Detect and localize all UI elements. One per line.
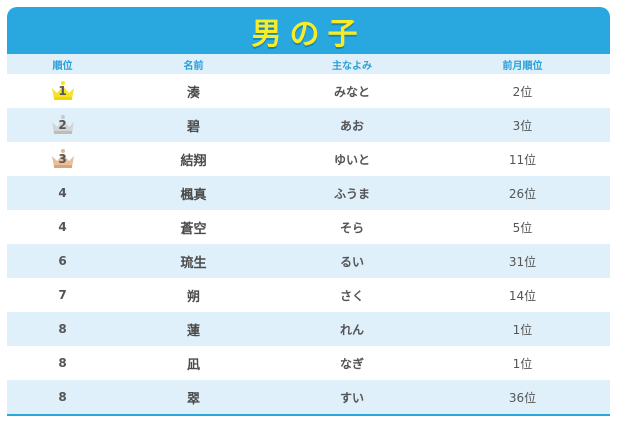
- reading-cell: れん: [339, 322, 364, 337]
- prev-rank-cell: 2位: [512, 84, 533, 99]
- header-reading: 主なよみ: [332, 60, 372, 72]
- table-row: 2 碧 あお 3位: [7, 108, 610, 142]
- name-cell: 凪: [186, 357, 200, 373]
- prev-rank-cell: 5位: [512, 220, 533, 235]
- name-cell: 朔: [186, 289, 200, 305]
- table-row: 8 蓮 れん 1位: [7, 312, 610, 346]
- reading-cell: すい: [339, 390, 364, 405]
- table-row: 6 琉生 るい 31位: [7, 244, 610, 278]
- ranking-card: 男の子 順位 名前 主なよみ 前月順位 1 湊 みなと 2位: [7, 7, 610, 416]
- table-row: 7 朔 さく 14位: [7, 278, 610, 312]
- header-rank: 順位: [52, 60, 73, 72]
- prev-rank-cell: 1位: [512, 356, 533, 371]
- prev-rank-cell: 1位: [512, 322, 533, 337]
- rank-cell: 8: [58, 356, 67, 370]
- rank-number: 1: [58, 84, 67, 98]
- rank-cell: 4: [58, 220, 67, 234]
- name-cell: 碧: [186, 119, 200, 135]
- silver-crown-icon: 2: [50, 114, 76, 136]
- name-cell: 湊: [186, 85, 200, 101]
- reading-cell: るい: [339, 254, 364, 269]
- table-row: 1 湊 みなと 2位: [7, 74, 610, 108]
- table-row: 8 凪 なぎ 1位: [7, 346, 610, 380]
- table-header: 順位 名前 主なよみ 前月順位: [7, 54, 610, 74]
- name-cell: 翠: [186, 391, 200, 407]
- prev-rank-cell: 11位: [508, 152, 537, 167]
- name-cell: 蒼空: [180, 221, 207, 237]
- prev-rank-cell: 26位: [508, 186, 537, 201]
- prev-rank-cell: 31位: [508, 254, 537, 269]
- rank-cell: 4: [58, 186, 67, 200]
- name-cell: 楓真: [180, 187, 207, 203]
- page-title: 男の子: [251, 16, 366, 52]
- rank-number: 3: [58, 152, 67, 166]
- rank-number: 2: [58, 118, 67, 132]
- prev-rank-cell: 14位: [508, 288, 537, 303]
- table-row: 4 楓真 ふうま 26位: [7, 176, 610, 210]
- rank-cell: 6: [58, 254, 67, 268]
- table-row: 4 蒼空 そら 5位: [7, 210, 610, 244]
- rank-cell: 8: [58, 390, 67, 404]
- prev-rank-cell: 3位: [512, 118, 533, 133]
- rank-cell: 7: [58, 288, 67, 302]
- rank-cell: 1: [7, 74, 118, 108]
- title-bar: 男の子: [7, 7, 610, 54]
- reading-cell: ふうま: [333, 186, 370, 201]
- name-cell: 琉生: [180, 255, 207, 271]
- bronze-crown-icon: 3: [50, 148, 76, 170]
- reading-cell: そら: [339, 220, 364, 235]
- reading-cell: あお: [339, 118, 364, 133]
- name-cell: 蓮: [186, 323, 200, 339]
- name-cell: 結翔: [180, 153, 207, 169]
- reading-cell: なぎ: [339, 356, 364, 371]
- reading-cell: ゆいと: [333, 152, 370, 167]
- rank-cell: 8: [58, 322, 67, 336]
- gold-crown-icon: 1: [50, 80, 76, 102]
- table-row: 3 結翔 ゆいと 11位: [7, 142, 610, 176]
- rank-cell: 3: [7, 142, 118, 176]
- header-prev-rank: 前月順位: [502, 60, 543, 72]
- table-row: 8 翠 すい 36位: [7, 380, 610, 414]
- reading-cell: みなと: [333, 84, 370, 99]
- reading-cell: さく: [339, 288, 364, 303]
- header-name: 名前: [183, 60, 204, 72]
- prev-rank-cell: 36位: [508, 390, 537, 405]
- rank-cell: 2: [7, 108, 118, 142]
